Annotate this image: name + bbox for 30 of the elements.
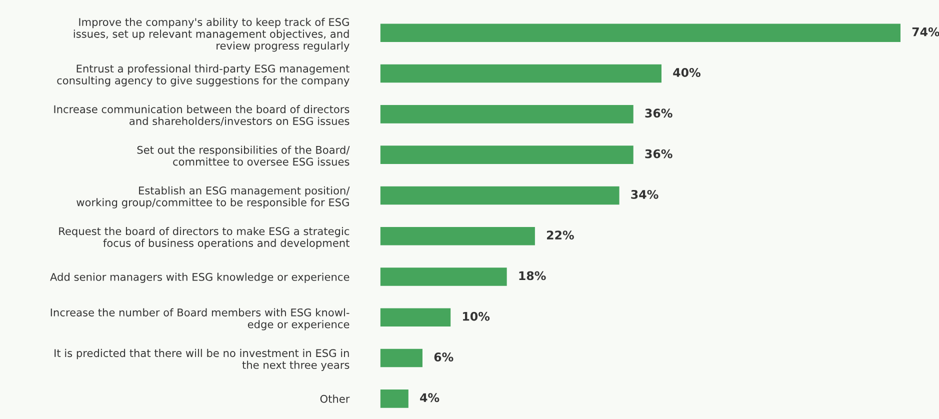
y-tick-label: Other <box>320 394 350 403</box>
y-tick-label: Improve the company's ability to keep track of ESG issues, set up relevant management objectives, and review progress regularly <box>74 18 350 52</box>
bar <box>380 226 535 246</box>
y-tick-label: Increase communication between the board of directors and shareholders/investors on ESG issues <box>54 105 350 126</box>
bar <box>380 268 507 286</box>
y-tick-label: It is predicted that there will be no investment in ESG in the next three years <box>54 348 350 371</box>
data-label: 34% <box>631 190 658 199</box>
data-label: 10% <box>463 312 490 321</box>
data-label: 40% <box>673 68 700 77</box>
bar <box>380 24 900 42</box>
y-tick-label: Add senior managers with ESG knowledge or experience <box>50 272 350 283</box>
data-label: 22% <box>546 230 574 240</box>
data-label: 4% <box>420 393 440 402</box>
y-tick-label: Establish an ESG management position/ working group/committee to be responsible for ESG <box>76 186 350 208</box>
data-label: 74% <box>912 27 939 36</box>
bar <box>380 64 662 83</box>
bar <box>380 186 620 205</box>
data-label: 6% <box>434 352 454 362</box>
y-tick-label: Entrust a professional third-party ESG management consulting agency to give suggestions for the company <box>57 64 350 86</box>
y-tick-label: Request the board of directors to make ESG a strategic focus of business operations and development <box>59 226 350 250</box>
bar <box>380 105 634 124</box>
bar <box>380 348 422 368</box>
bar <box>380 308 451 327</box>
data-label: 36% <box>645 108 672 118</box>
y-tick-label: Set out the responsibilities of the Board/ committee to oversee ESG issues <box>137 146 350 166</box>
bar <box>380 390 408 408</box>
y-tick-label: Increase the number of Board members with ESG knowl- edge or experience <box>50 308 350 330</box>
data-label: 18% <box>519 271 546 280</box>
bar <box>380 146 634 164</box>
data-label: 36% <box>645 149 672 158</box>
